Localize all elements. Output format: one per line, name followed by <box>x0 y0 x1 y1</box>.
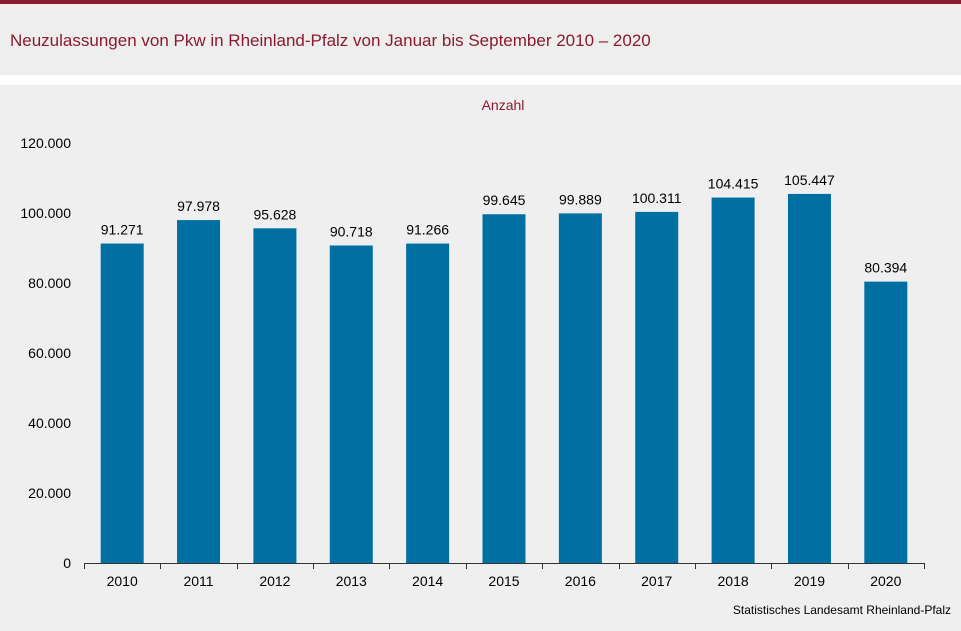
data-label: 91.266 <box>406 222 449 238</box>
x-tick-label: 2019 <box>794 573 825 589</box>
value-labels: 91.271 97.978 95.628 90.718 91.266 99.645 99.8… <box>101 172 908 276</box>
data-label: 80.394 <box>864 260 907 276</box>
bars <box>100 193 908 564</box>
x-tick-label: 2011 <box>183 573 213 589</box>
y-tick-label: 0 <box>63 555 71 571</box>
header: Neuzulassungen von Pkw in Rheinland-Pfal… <box>0 4 961 75</box>
x-tick-label: 2017 <box>641 573 672 589</box>
x-tick-label: 2010 <box>107 573 138 589</box>
data-label: 95.628 <box>253 206 296 222</box>
data-label: 104.415 <box>708 176 759 192</box>
data-label: 99.645 <box>483 192 526 208</box>
unit-label: Anzahl <box>482 97 525 113</box>
bar <box>635 211 679 563</box>
x-tick-label: 2013 <box>336 573 367 589</box>
top-accent-bar <box>0 0 961 4</box>
x-tick-label: 2018 <box>718 573 749 589</box>
bar <box>177 220 221 563</box>
bar <box>329 245 373 563</box>
bar <box>711 197 755 564</box>
bar <box>406 243 450 563</box>
data-label: 100.311 <box>632 190 682 206</box>
bar <box>253 228 297 563</box>
x-axis: 2010 2011 2012 2013 2014 2015 2016 2017 2018 2019… <box>84 563 925 589</box>
data-label: 105.447 <box>784 172 835 188</box>
separator <box>0 75 961 85</box>
data-label: 99.889 <box>559 191 602 207</box>
x-tick-label: 2020 <box>870 573 901 589</box>
bar <box>100 243 144 563</box>
data-label: 97.978 <box>177 198 220 214</box>
data-label: 90.718 <box>330 223 373 239</box>
x-tick-label: 2016 <box>565 573 596 589</box>
y-tick-label: 20.000 <box>28 485 71 501</box>
x-tick-label: 2015 <box>488 573 519 589</box>
y-axis: 0 20.000 40.000 60.000 80.000 100.000 120.000 <box>20 135 71 571</box>
data-label: 91.271 <box>101 222 144 238</box>
source-note: Statistisches Landesamt Rheinland-Pfalz <box>732 603 951 617</box>
y-tick-label: 60.000 <box>28 345 71 361</box>
bar <box>787 193 831 564</box>
y-tick-label: 80.000 <box>28 275 71 291</box>
bar <box>482 214 526 563</box>
bar <box>558 213 602 564</box>
x-tick-label: 2014 <box>412 573 443 589</box>
y-tick-label: 40.000 <box>28 415 71 431</box>
bar <box>864 281 908 563</box>
x-tick-label: 2012 <box>259 573 290 589</box>
chart-title: Neuzulassungen von Pkw in Rheinland-Pfal… <box>10 31 651 50</box>
y-tick-label: 100.000 <box>20 205 71 221</box>
y-tick-label: 120.000 <box>20 135 71 151</box>
